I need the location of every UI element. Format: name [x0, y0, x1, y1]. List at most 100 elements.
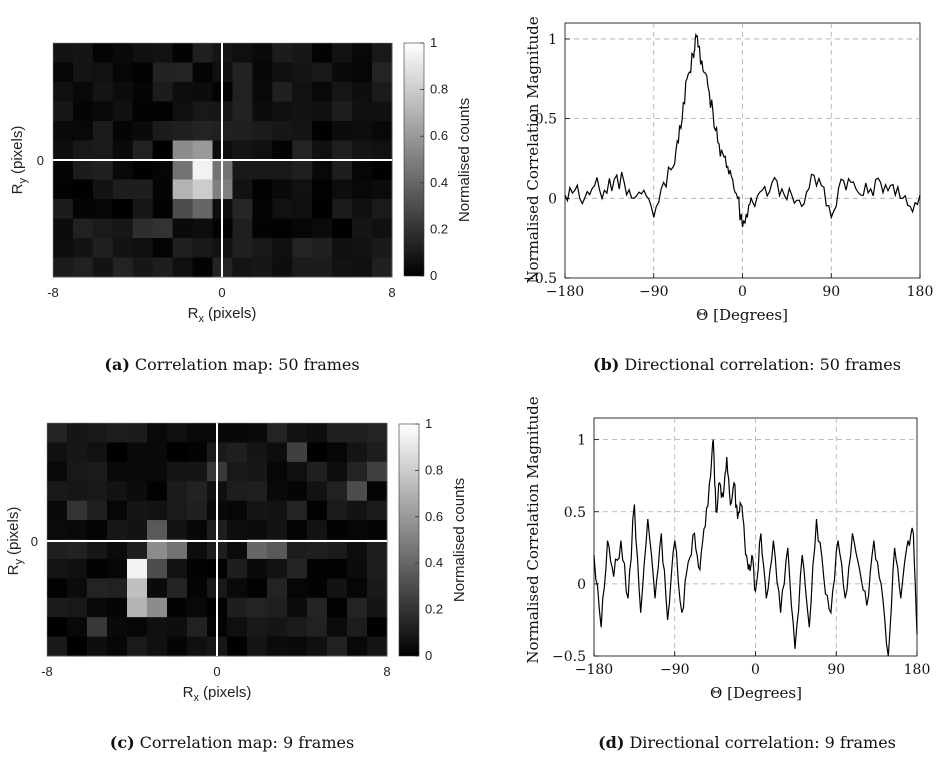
heatmap-c-ylabel: Ry(pixels)	[5, 507, 25, 576]
heatmap-cell	[372, 140, 393, 161]
line-b-ticks: −180 −90 0 90 180 −0.5 0 0.5 1	[523, 32, 933, 300]
colorbar-c-ticks: 0 0.2 0.4 0.6 0.8 1	[415, 416, 443, 663]
heatmap-cell	[152, 257, 174, 278]
heatmap-cell	[47, 617, 68, 638]
heatmap-cell	[267, 520, 288, 540]
heatmap-cell	[312, 160, 333, 180]
heatmap-cell	[367, 500, 388, 521]
heatmap-cell	[272, 43, 293, 63]
heatmap-cell	[287, 442, 308, 463]
heatmap-cell	[192, 199, 214, 219]
x-tick-label: −180	[546, 284, 584, 300]
heatmap-cell	[192, 257, 214, 278]
heatmap-cell	[272, 121, 293, 141]
heatmap-cell	[112, 140, 134, 161]
heatmap-cell	[132, 121, 154, 141]
heatmap-cell	[287, 481, 308, 502]
heatmap-cell	[107, 558, 128, 579]
heatmap-cell	[112, 199, 134, 219]
heatmap-cell	[307, 578, 328, 599]
heatmap-cell	[267, 558, 288, 579]
heatmap-cell	[327, 423, 348, 443]
panel-c-correlation-map: -8 0 8 0 Rx (pixels) Ry(pixels) 0 0.2 0.4 0.…	[5, 416, 468, 752]
heatmap-cell	[72, 82, 94, 102]
heatmap-cell	[367, 423, 388, 443]
heatmap-cell	[152, 82, 174, 102]
heatmap-a-xtick-max: 8	[388, 285, 395, 300]
heatmap-cell	[92, 140, 114, 161]
heatmap-cell	[332, 238, 353, 258]
heatmap-cell	[252, 199, 273, 219]
heatmap-cell	[107, 442, 128, 463]
heatmap-cell	[112, 218, 134, 239]
heatmap-cell	[132, 179, 154, 200]
heatmap-cell	[127, 539, 148, 560]
heatmap-cell	[352, 199, 373, 219]
heatmap-cell	[132, 101, 154, 122]
heatmap-cell	[247, 423, 268, 443]
heatmap-cell	[352, 140, 373, 161]
heatmap-cell	[247, 558, 268, 579]
heatmap-cell	[87, 520, 108, 540]
heatmap-cell	[47, 597, 68, 618]
colorbar-c-label: Normalised counts	[451, 478, 468, 602]
heatmap-cell	[107, 636, 128, 657]
heatmap-cell	[232, 101, 253, 122]
heatmap-cell	[372, 179, 393, 200]
colorbar-tick-label: 0	[430, 268, 437, 283]
heatmap-cell	[172, 160, 194, 180]
heatmap-a-ylabel: Ry(pixels)	[9, 126, 29, 195]
heatmap-cell	[227, 500, 248, 521]
heatmap-cell	[192, 62, 214, 83]
heatmap-cell	[332, 140, 353, 161]
heatmap-cell	[367, 539, 388, 560]
heatmap-cell	[167, 539, 188, 560]
heatmap-cell	[187, 461, 208, 482]
heatmap-cell	[107, 617, 128, 638]
heatmap-cell	[332, 218, 353, 239]
heatmap-cell	[227, 636, 248, 657]
heatmap-cell	[347, 423, 368, 443]
heatmap-cell	[107, 539, 128, 560]
heatmap-cell	[292, 257, 313, 278]
heatmap-cell	[147, 481, 168, 502]
heatmap-cell	[347, 617, 368, 638]
y-tick-label: 0.5	[564, 505, 586, 521]
heatmap-cell	[107, 500, 128, 521]
heatmap-cell	[307, 520, 328, 540]
heatmap-cell	[287, 636, 308, 657]
heatmap-cell	[347, 578, 368, 599]
colorbar-tick-label: 0.4	[430, 175, 448, 190]
heatmap-cell	[232, 199, 253, 219]
heatmap-cell	[107, 461, 128, 482]
heatmap-c-xtick-max: 8	[383, 664, 390, 679]
heatmap-cell	[187, 520, 208, 540]
heatmap-cell	[287, 539, 308, 560]
heatmap-cell	[192, 43, 214, 63]
heatmap-a-cells	[53, 43, 393, 278]
colorbar-tick-label: 0	[425, 648, 432, 663]
panel-b-directional-correlation: −180 −90 0 90 180 −0.5 0 0.5 1 Θ [Degrees] Norma…	[523, 16, 933, 374]
panel-d-directional-correlation: −180 −90 0 90 180 −0.5 0 0.5 1 Θ [Degrees] Norma…	[524, 396, 930, 752]
heatmap-cell	[227, 442, 248, 463]
heatmap-cell	[132, 257, 154, 278]
heatmap-cell	[307, 617, 328, 638]
heatmap-cell	[372, 199, 393, 219]
heatmap-cell	[247, 520, 268, 540]
heatmap-cell	[127, 578, 148, 599]
heatmap-cell	[112, 121, 134, 141]
line-d-ylabel: Normalised Correlation Magnitude	[524, 396, 542, 663]
heatmap-cell	[252, 121, 273, 141]
heatmap-cell	[292, 121, 313, 141]
heatmap-cell	[67, 520, 88, 540]
heatmap-cell	[67, 481, 88, 502]
heatmap-cell	[47, 636, 68, 657]
heatmap-cell	[272, 238, 293, 258]
y-tick-label: 1	[548, 32, 557, 48]
heatmap-cell	[292, 160, 313, 180]
heatmap-cell	[172, 121, 194, 141]
heatmap-cell	[312, 199, 333, 219]
heatmap-cell	[152, 121, 174, 141]
x-tick-label: 0	[751, 662, 760, 678]
